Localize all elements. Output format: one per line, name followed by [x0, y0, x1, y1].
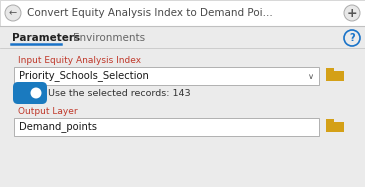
Circle shape: [344, 30, 360, 46]
Text: Priority_Schools_Selection: Priority_Schools_Selection: [19, 70, 149, 82]
Text: ∨: ∨: [308, 71, 314, 80]
Text: Demand_points: Demand_points: [19, 122, 97, 132]
FancyBboxPatch shape: [0, 136, 365, 187]
Circle shape: [344, 5, 360, 21]
FancyBboxPatch shape: [326, 68, 334, 72]
FancyBboxPatch shape: [0, 0, 365, 26]
Text: Environments: Environments: [73, 33, 145, 43]
FancyBboxPatch shape: [326, 119, 334, 123]
FancyBboxPatch shape: [14, 67, 319, 85]
Text: +: +: [347, 7, 357, 19]
Text: Parameters: Parameters: [12, 33, 80, 43]
Text: ←: ←: [9, 8, 17, 18]
Text: Output Layer: Output Layer: [18, 107, 78, 116]
FancyBboxPatch shape: [326, 122, 344, 132]
FancyBboxPatch shape: [13, 82, 47, 104]
Text: Use the selected records: 143: Use the selected records: 143: [48, 88, 191, 97]
FancyBboxPatch shape: [14, 118, 319, 136]
Circle shape: [5, 5, 21, 21]
Text: Input Equity Analysis Index: Input Equity Analysis Index: [18, 56, 141, 65]
Text: Convert Equity Analysis Index to Demand Poi...: Convert Equity Analysis Index to Demand …: [27, 8, 273, 18]
Circle shape: [31, 88, 42, 99]
Text: ?: ?: [349, 33, 355, 43]
FancyBboxPatch shape: [326, 71, 344, 81]
